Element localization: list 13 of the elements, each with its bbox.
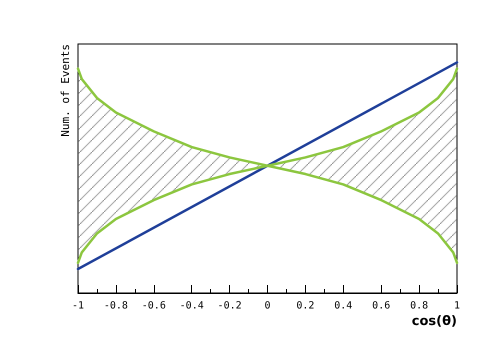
x-tick-label: 0.2 <box>296 300 314 312</box>
x-tick-label: -0.6 <box>142 300 166 312</box>
x-tick-label: -1 <box>72 300 84 312</box>
x-tick-label: -0.2 <box>218 300 242 312</box>
x-tick-label: 0.6 <box>372 300 390 312</box>
x-tick-label: 1 <box>454 300 460 312</box>
x-tick-label: 0.8 <box>410 300 428 312</box>
x-tick-label: -0.4 <box>180 300 204 312</box>
x-tick-label: 0.4 <box>334 300 352 312</box>
x-tick-label: 0 <box>264 300 271 312</box>
x-axis-title: cos(θ) <box>412 314 457 329</box>
x-tick-label: -0.8 <box>104 300 128 312</box>
y-axis-title: Num. of Events <box>59 44 72 137</box>
